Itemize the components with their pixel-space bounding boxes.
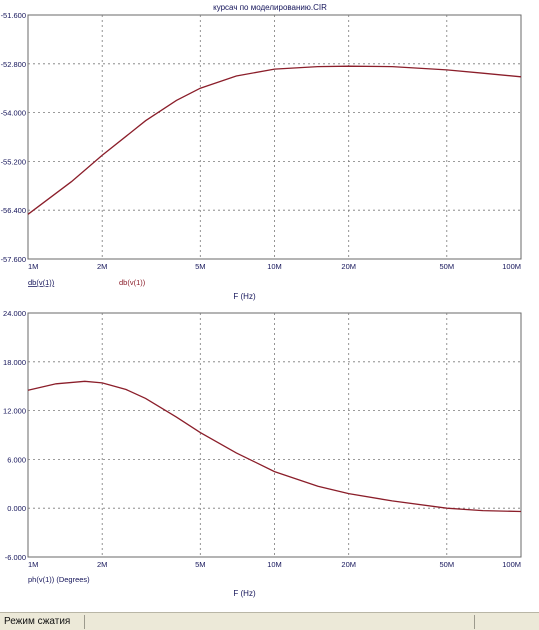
x-tick-label: 10M [267,262,282,271]
x-tick-label: 10M [267,560,282,569]
x-axis-label: F (Hz) [233,589,256,598]
x-tick-label: 2M [97,262,107,271]
x-tick-label: 1M [28,262,38,271]
y-tick-label: -52.800 [1,60,26,69]
x-tick-label: 20M [341,560,356,569]
series-line [27,380,522,513]
x-tick-label: 100M [502,262,521,271]
status-separator [84,615,85,629]
y-tick-label: -55.200 [1,157,26,166]
legend-entry: ph(v(1)) (Degrees) [28,575,90,584]
x-tick-label: 50M [439,560,454,569]
x-tick-label: 20M [341,262,356,271]
y-tick-label: -57.600 [1,255,26,264]
charts: 1M 2M 5M 10M 20M 50M 100M -51.600 -52.800 -54.000… [1,11,522,598]
y-tick-label: -6.000 [5,553,26,562]
y-tick-label: 24.000 [3,309,26,318]
plot-area: курсач по моделированию.CIR 1M 2M 5M 10M 20M… [1,3,522,598]
x-tick-label: 5M [195,262,205,271]
x-tick-label: 100M [502,560,521,569]
phase-chart: 1M 2M 5M 10M 20M 50M 100M 24.000 18.000 12.000 6.0… [3,309,522,598]
x-tick-label: 50M [439,262,454,271]
y-tick-label: -51.600 [1,11,26,20]
y-tick-label: 18.000 [3,358,26,367]
x-axis-label: F (Hz) [233,292,256,301]
legend-entry: db(v(1)) [119,278,146,287]
status-bar: Режим сжатия [0,612,539,630]
status-separator [474,615,475,629]
x-tick-label: 2M [97,560,107,569]
y-tick-label: 0.000 [7,504,26,513]
window-title: курсач по моделированию.CIR [213,3,327,12]
y-tick-label: 6.000 [7,455,26,464]
y-tick-label: -54.000 [1,109,26,118]
y-tick-label: 12.000 [3,407,26,416]
y-tick-label: -56.400 [1,206,26,215]
x-tick-label: 1M [28,560,38,569]
series-line [27,65,522,215]
x-tick-label: 5M [195,560,205,569]
status-text: Режим сжатия [4,616,71,627]
magnitude-chart: 1M 2M 5M 10M 20M 50M 100M -51.600 -52.800 -54.000… [1,11,522,301]
legend-entry: db(v(1)) [28,278,55,287]
